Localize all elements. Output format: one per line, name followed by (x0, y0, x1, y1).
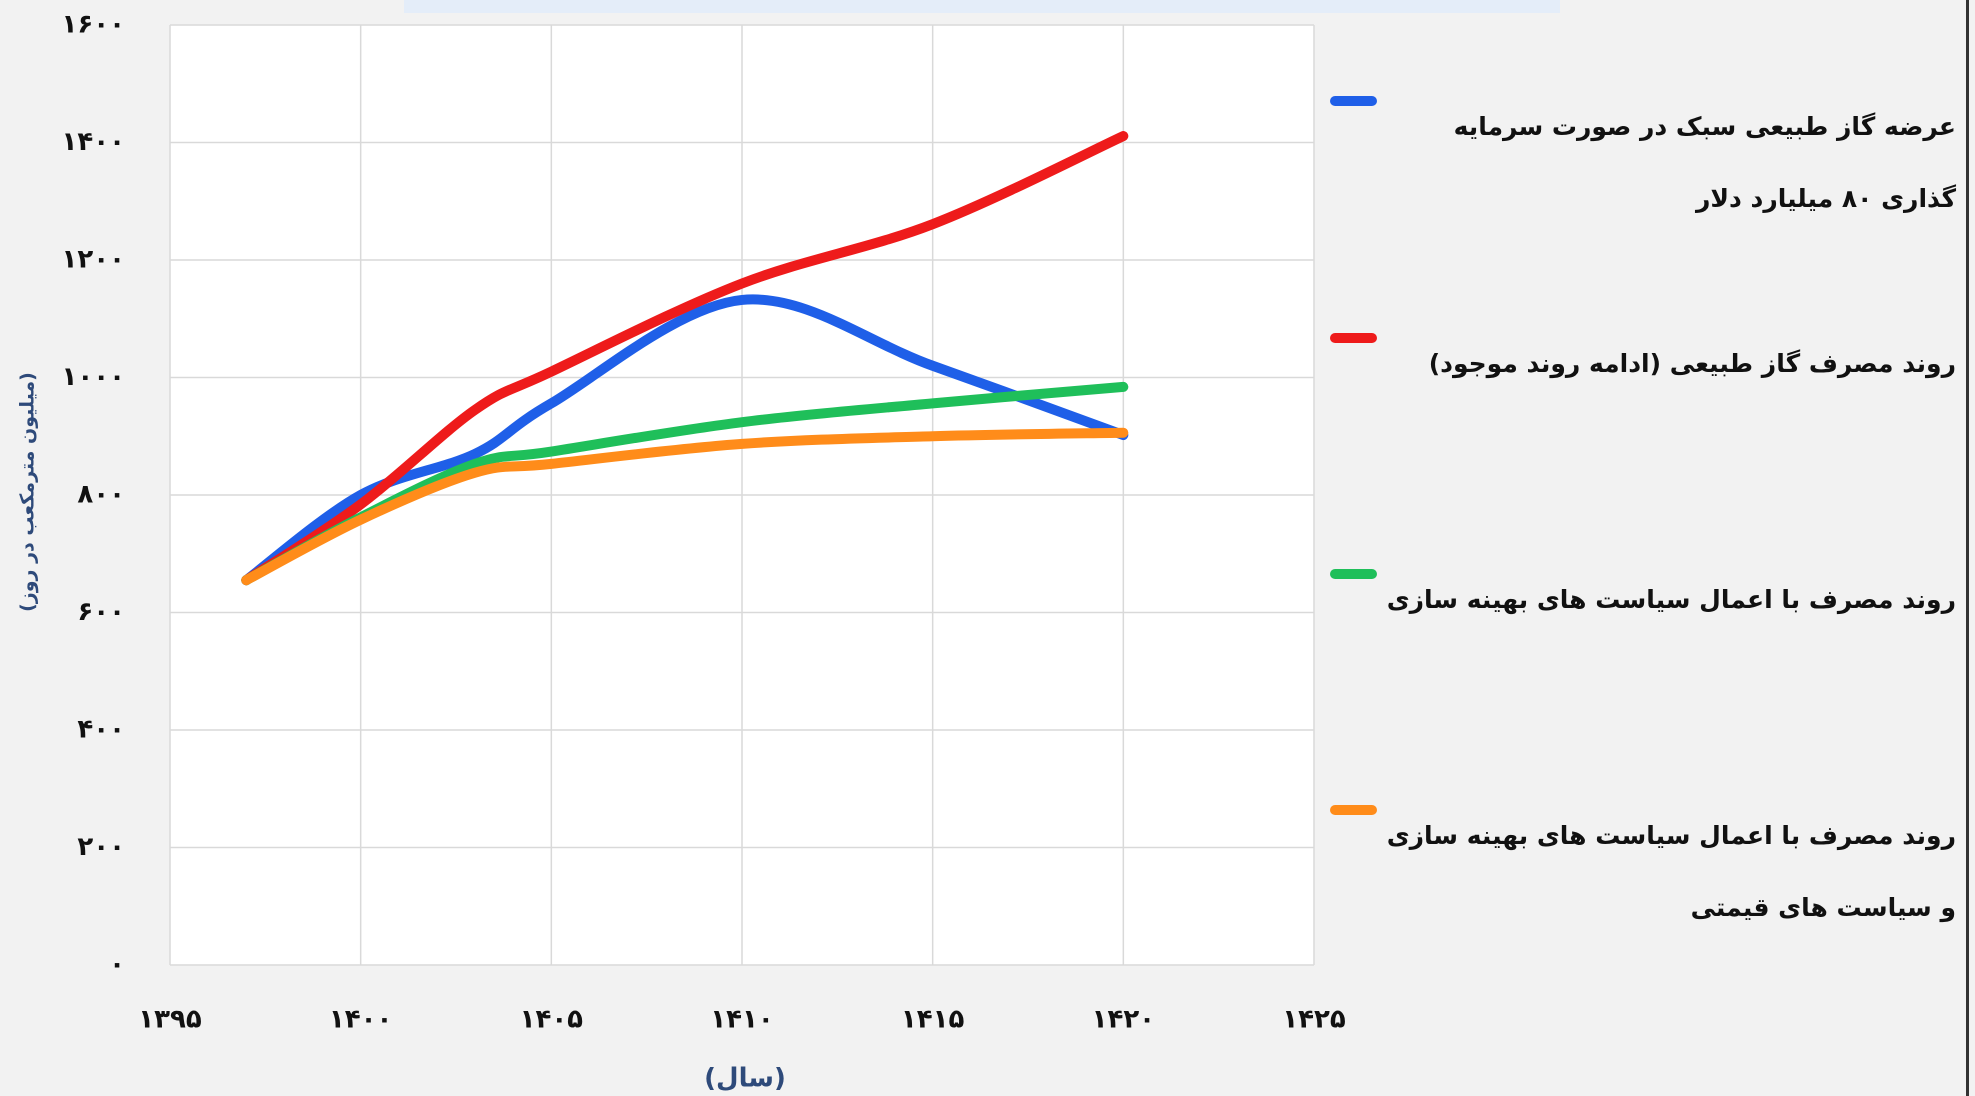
y-tick-label: ۱۴۰۰ (62, 127, 125, 157)
x-tick-label: ۱۴۱۰ (710, 1005, 773, 1035)
y-tick-label: ۸۰۰ (77, 480, 125, 510)
legend-label: روند مصرف گاز طبیعی (ادامه روند موجود) (1428, 349, 1956, 378)
x-tick-label: ۱۴۰۵ (520, 1005, 584, 1035)
y-tick-label: ۲۰۰ (77, 832, 125, 862)
legend-label: روند مصرف با اعمال سیاست های بهینه سازی (1386, 585, 1956, 614)
x-tick-label: ۱۳۹۵ (138, 1005, 202, 1035)
right-border (1966, 0, 1969, 1096)
top-bar (404, 0, 1560, 13)
y-tick-label: ۱۶۰۰ (62, 10, 125, 40)
y-tick-label: ۱۰۰۰ (62, 362, 125, 392)
series-line (241, 427, 1129, 586)
y-tick-label: ۱۲۰۰ (62, 245, 125, 275)
x-tick-label: ۱۴۲۵ (1282, 1005, 1346, 1035)
series-line (241, 294, 1129, 586)
y-tick-label: ۴۰۰ (77, 715, 125, 745)
x-tick-label: ۱۴۰۰ (329, 1005, 392, 1035)
legend-label: روند مصرف با اعمال سیاست های بهینه سازی … (1386, 821, 1956, 922)
y-tick-label: ۶۰۰ (77, 597, 125, 627)
x-tick-label: ۱۴۱۵ (901, 1005, 965, 1035)
legend-label: عرضه گاز طبیعی سبک در صورت سرمایه گذاری … (1453, 112, 1956, 213)
y-tick-label: ۰ (109, 950, 125, 980)
y-axis-title: (میلیون مترمکعب در روز) (17, 372, 39, 612)
x-axis-title: (سال) (704, 1064, 786, 1094)
x-tick-label: ۱۴۲۰ (1092, 1005, 1155, 1035)
series-line (241, 131, 1129, 586)
